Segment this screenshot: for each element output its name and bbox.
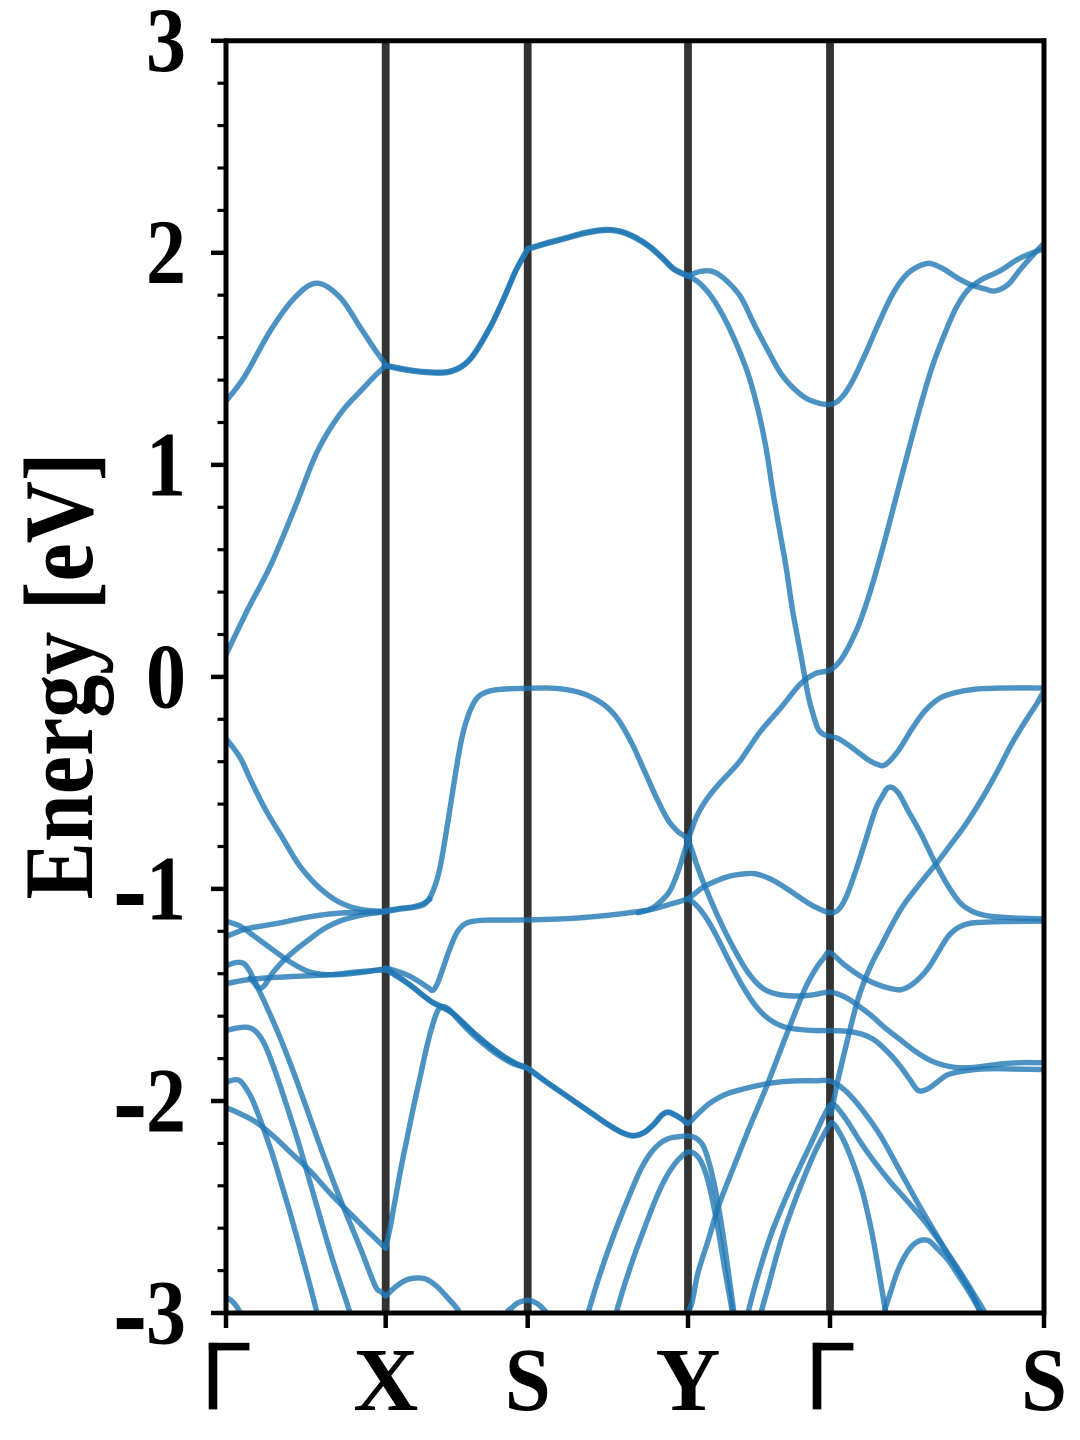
svg-text:0: 0 <box>146 626 186 728</box>
svg-text:Y: Y <box>656 1331 721 1430</box>
svg-text:2: 2 <box>146 1050 186 1152</box>
svg-text:S: S <box>1021 1331 1067 1430</box>
svg-text:Energy [eV]: Energy [eV] <box>5 453 114 900</box>
svg-text:X: X <box>353 1331 418 1430</box>
svg-text:S: S <box>505 1331 551 1430</box>
svg-text:1: 1 <box>146 414 186 516</box>
svg-text:1: 1 <box>146 838 186 940</box>
svg-text:3: 3 <box>146 0 186 92</box>
svg-text:3: 3 <box>146 1262 186 1364</box>
svg-text:2: 2 <box>146 202 186 304</box>
